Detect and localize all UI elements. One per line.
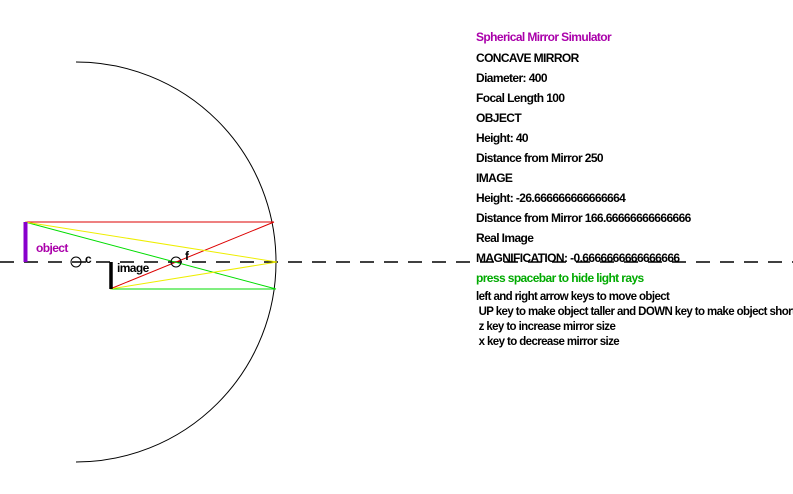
ray-green-incident xyxy=(24,221,277,290)
ray-red-reflected xyxy=(109,221,275,290)
image-distance: Distance from Mirror 166.66666666666666 xyxy=(476,211,691,225)
simulator-title: Spherical Mirror Simulator xyxy=(476,30,612,44)
ray-yellow-incident xyxy=(24,221,278,263)
ray-yellow-reflected xyxy=(109,261,278,290)
focal-point-marker xyxy=(170,256,182,268)
instruction-move: left and right arrow keys to move object xyxy=(476,291,670,303)
object-heading: OBJECT xyxy=(476,111,522,125)
object-label: object xyxy=(36,241,68,255)
focal-length: Focal Length 100 xyxy=(476,91,565,105)
image-height: Height: -26.666666666666664 xyxy=(476,191,626,205)
instruction-decrease: x key to decrease mirror size xyxy=(476,336,620,348)
rays-toggle-hint: press spacebar to hide light rays xyxy=(476,271,644,285)
object-height: Height: 40 xyxy=(476,131,529,145)
instruction-increase: z key to increase mirror size xyxy=(476,321,616,333)
instruction-height: UP key to make object taller and DOWN ke… xyxy=(476,306,793,318)
magnification: MAGNIFICATION: -0.6666666666666666 xyxy=(476,251,680,265)
light-rays xyxy=(24,221,278,290)
center-label: c xyxy=(85,252,92,266)
mirror-type: CONCAVE MIRROR xyxy=(476,51,579,65)
image-heading: IMAGE xyxy=(476,171,513,185)
center-of-curvature-marker xyxy=(70,256,82,268)
object-distance: Distance from Mirror 250 xyxy=(476,151,604,165)
focus-label: f xyxy=(185,249,190,263)
image-type: Real Image xyxy=(476,231,534,245)
mirror-diameter: Diameter: 400 xyxy=(476,71,548,85)
image-label: image xyxy=(117,261,150,275)
